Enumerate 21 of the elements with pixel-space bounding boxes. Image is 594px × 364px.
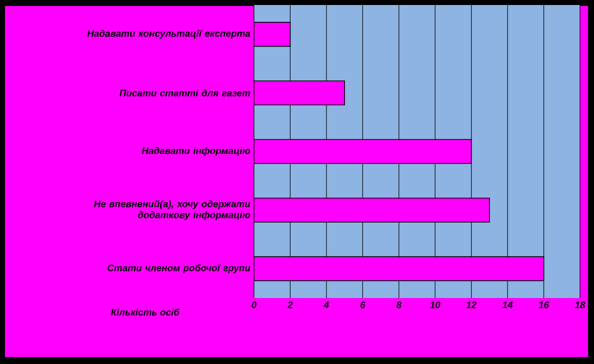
bar [254, 22, 291, 47]
x-tick-label: 14 [502, 302, 513, 308]
x-tick-label: 2 [287, 302, 293, 308]
y-tick-label: Стати членом робочої групи [108, 264, 250, 274]
x-axis-title: Кількість осіб [110, 308, 180, 316]
bar [254, 139, 472, 164]
x-tick-label: 18 [574, 302, 586, 308]
x-tick-label: 12 [466, 302, 477, 308]
y-tick-label: Писати статті для газет [120, 89, 250, 96]
y-tick-label: Не впевнений(а), хочу одержати додаткову інформацію [94, 200, 250, 220]
x-tick-label: 10 [430, 302, 440, 308]
x-tick-label: 0 [252, 302, 257, 308]
bar [254, 198, 490, 222]
y-tick-label: Надавати інформацію [142, 147, 250, 156]
y-tick-label: Надавати консультації експерта [87, 30, 250, 39]
x-tick-label: 6 [360, 302, 366, 308]
bar [254, 256, 544, 282]
x-tick-label: 16 [538, 302, 550, 308]
bar [254, 80, 345, 106]
x-tick-label: 8 [396, 302, 402, 308]
x-tick-label: 4 [324, 302, 329, 308]
